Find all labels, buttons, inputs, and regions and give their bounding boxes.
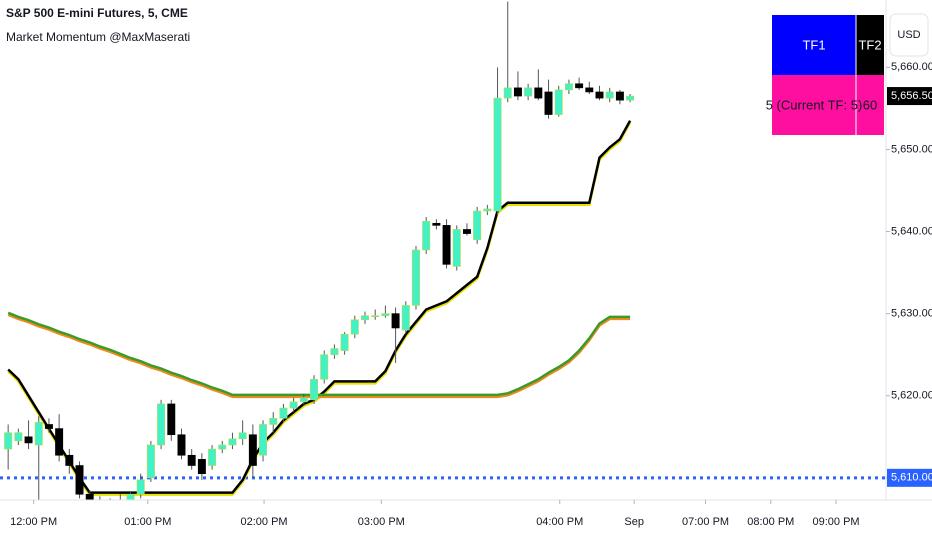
x-tick-label: 02:00 PM [241,516,288,528]
candle-body [564,83,573,91]
table-cell [772,75,856,135]
candle-body [136,479,145,495]
candle-body [55,428,64,456]
candle-body [197,459,206,475]
x-tick-label: 12:00 PM [10,516,57,528]
candle-body [462,229,471,234]
candle-body [218,444,227,450]
candle-body [371,315,380,317]
table-cell [856,75,884,135]
candle-body [412,249,420,306]
candle-body [513,87,522,97]
candle-body [473,210,482,241]
candle-body [289,401,298,409]
candle-body [585,87,594,93]
line-shadow [7,313,631,399]
axes: 5,610.00 5,620.00 5,630.00 5,640.00 5,650.00… [10,61,932,528]
x-tick-label: 04:00 PM [536,516,583,528]
candle-body [401,305,410,331]
candle-body [34,422,43,446]
candle-body [350,319,359,335]
last-price-box [887,87,932,106]
last-price-label: 5,656.50 [891,90,932,102]
candle-body [228,438,237,446]
table-header: TF2 [858,37,881,52]
candle-body [167,403,176,436]
candle-body [238,432,247,440]
candle-body [442,225,451,265]
candle-body [44,424,53,429]
candle-body [248,434,257,466]
candle-body [310,379,318,401]
table-cell-text: 5 (Current TF: 5) [766,97,863,112]
table-cell [772,15,856,75]
candle-body [361,315,369,321]
candle-body [279,407,288,419]
chart-subtitle: Market Momentum @MaxMaserati [6,30,190,44]
x-tick-label: 09:00 PM [812,516,859,528]
candle-body [432,223,441,226]
candle-body [493,97,502,212]
y-tick-label: 5,650.00 [891,143,932,155]
table-cell-text: 60 [863,97,877,112]
table-header: TF1 [802,37,825,52]
candle-body [85,493,94,500]
x-tick-label: 03:00 PM [358,516,405,528]
y-tick-label: 5,620.00 [891,390,932,402]
candle-body [483,208,492,212]
y-tick-label: 5,660.00 [891,61,932,73]
y-tick-label: 5,610.00 [891,472,932,484]
candle-body [595,91,604,99]
candle-body [126,493,135,500]
candle-body [259,424,268,456]
table-cell [856,15,884,75]
y-tick-label: 5,640.00 [891,225,932,237]
candle-body [75,465,84,495]
candle-body [575,83,584,89]
x-tick-label: 01:00 PM [124,516,171,528]
candle-body [24,436,33,444]
candle-body [534,87,543,99]
candle-body [320,354,329,380]
indicator-line [7,311,631,397]
candle-body [208,448,217,466]
candle-body [299,397,308,403]
candle-body [330,348,339,355]
candle-body [269,418,278,425]
candle-body [544,91,553,115]
candle-body [177,434,186,456]
candle-body [554,89,563,115]
candle-body [391,313,400,329]
candle-body [146,444,155,479]
chart-title: S&P 500 E-mini Futures, 5, CME [6,6,188,20]
candle-body [626,95,635,101]
price-axis [886,0,932,550]
currency-label[interactable]: USD [897,29,920,41]
x-tick-label: 07:00 PM [682,516,729,528]
y-tick-label: 5,630.00 [891,308,932,320]
candle-body [187,454,196,466]
plot-area [0,1,886,500]
x-tick-label: Sep [624,516,644,528]
candle-body [422,220,431,251]
y-tick-highlight [887,468,932,487]
candle-body [157,403,166,446]
candle-body [4,432,13,450]
candle-body [14,432,23,442]
candle-body [524,87,533,97]
candle-body [340,333,349,351]
candle-body [503,87,512,99]
candle-body [605,91,614,99]
timeframe-table: TF1 TF2 5 (Current TF: 5) 60 [766,15,884,135]
candle-body [381,313,390,316]
candle-body [615,91,624,101]
x-tick-label: 08:00 PM [747,516,794,528]
candle-body [452,229,461,267]
currency-button[interactable] [889,13,929,57]
candle-body [65,454,74,466]
